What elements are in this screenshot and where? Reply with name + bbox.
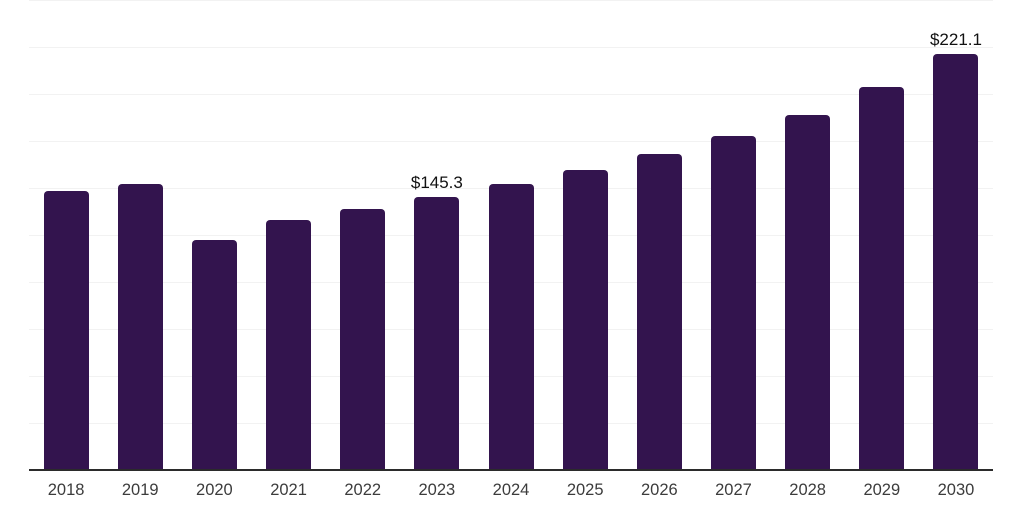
bar-slot-2022 [326,0,400,470]
bar-2023 [414,196,460,470]
gridline [29,94,993,95]
bar-slot-2018 [29,0,103,470]
x-tick-label-2018: 2018 [47,481,85,499]
bar-value-label-2023: $145.3 [410,172,463,192]
x-tick-label-2026: 2026 [640,481,678,499]
bar-slot-2020 [177,0,251,470]
bar-2020 [191,240,237,470]
gridline [29,141,993,142]
x-tick-label-2020: 2020 [196,481,233,499]
bar-slot-2026 [622,0,696,470]
x-axis-labels: 2018 2019 2020 2021 2022 2023 2024 2025 2026 2027… [29,479,993,501]
bar-2021 [266,220,312,470]
bar-slot-2030: $221.1 [919,0,993,470]
x-tick-label-2028: 2028 [789,481,826,499]
x-tick-label-2025: 2025 [566,481,604,499]
bar-2030 [933,54,979,470]
bar-2025 [562,170,608,470]
bar-2027 [710,135,756,470]
bar-2018 [43,191,89,470]
bar-slot-2019 [103,0,177,470]
bar-2024 [488,184,534,470]
x-tick-label-2024: 2024 [492,481,530,499]
gridline [29,47,993,48]
x-axis-line [29,469,993,471]
bar-slot-2027 [696,0,770,470]
plot-area: $145.3 $221.1 [29,0,993,471]
bar-slot-2021 [251,0,325,470]
bar-slot-2028 [771,0,845,470]
x-tick-label-2022: 2022 [344,481,382,499]
bar-2028 [785,115,831,470]
bar-2026 [636,154,682,470]
bar-slot-2025 [548,0,622,470]
x-tick-label-2021: 2021 [270,481,307,499]
x-tick-label-2029: 2029 [863,481,901,499]
x-tick-label-2023: 2023 [418,481,456,499]
bar-2022 [340,209,386,470]
gridline [29,0,993,1]
bar-slot-2024 [474,0,548,470]
bar-slot-2023: $145.3 [400,0,474,470]
bars-row: $145.3 $221.1 [29,0,993,470]
bar-2029 [859,87,905,470]
bar-2019 [117,184,163,470]
bar-slot-2029 [845,0,919,470]
x-tick-label-2019: 2019 [121,481,159,499]
x-tick-label-2027: 2027 [715,481,752,499]
x-tick-label-2030: 2030 [937,481,975,499]
bar-value-label-2030: $221.1 [929,30,982,50]
